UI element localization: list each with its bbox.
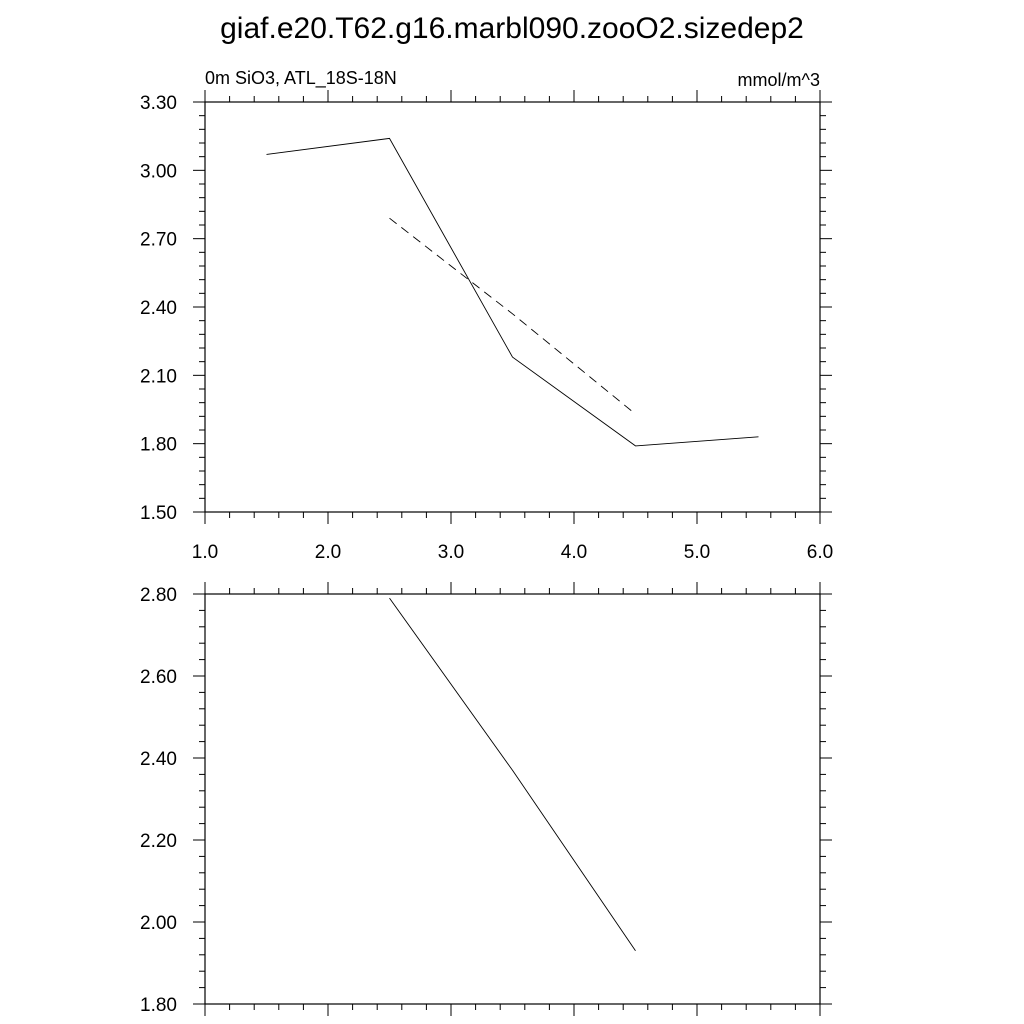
top-panel-x-tick-label: 1.0: [192, 542, 218, 563]
top-panel-y-tick-label: 2.40: [140, 298, 177, 319]
top-panel: 0m SiO3, ATL_18S-18N mmol/m^3 1.0 2.0 3.0 4…: [140, 68, 833, 563]
top-panel-y-tick-label: 2.70: [140, 230, 177, 251]
top-panel-y-tick-label: 2.10: [140, 366, 177, 387]
bottom-panel-frame: [204, 593, 821, 1005]
bottom-panel-y-tick-label: 2.00: [140, 913, 177, 934]
bottom-panel-series: [389, 597, 636, 951]
top-panel-y-tick-label: 1.80: [140, 435, 177, 456]
bottom-panel-y-tick-label: 2.80: [140, 585, 177, 606]
top-panel-x-tick-label: 5.0: [684, 542, 710, 563]
bottom-panel-y-tick-label: 1.80: [140, 995, 177, 1016]
top-panel-subtitle-left: 0m SiO3, ATL_18S-18N: [205, 68, 397, 89]
top-panel-x-tick-label: 2.0: [315, 542, 341, 563]
top-panel-x-tick-label: 4.0: [561, 542, 587, 563]
top-panel-frame: [204, 101, 821, 513]
top-panel-y-tick-label: 3.30: [140, 93, 177, 114]
top-panel-series-line-dashed: [389, 217, 636, 415]
bottom-panel-y-tick-label: 2.20: [140, 831, 177, 852]
top-panel-x-tick-label: 3.0: [438, 542, 464, 563]
top-panel-x-tick-label: 6.0: [807, 542, 833, 563]
bottom-panel-y-tick-label: 2.60: [140, 667, 177, 688]
top-panel-ticks: 1.0 2.0 3.0 4.0 5.0 6.0 1.50 1.80 2.10 2.40 2.70 3.…: [140, 90, 833, 563]
top-panel-y-tick-label: 3.00: [140, 161, 177, 182]
top-panel-series-line-solid: [266, 137, 759, 447]
top-panel-y-tick-label: 1.50: [140, 503, 177, 524]
bottom-panel-ticks: 1.80 2.00 2.20 2.40 2.60 2.80: [140, 582, 832, 1016]
top-panel-subtitle-right: mmol/m^3: [738, 70, 820, 90]
bottom-panel-series-line-solid: [389, 597, 636, 951]
figure-title: giaf.e20.T62.g16.marbl090.zooO2.sizedep2: [220, 12, 804, 45]
bottom-panel: 1.80 2.00 2.20 2.40 2.60 2.80: [140, 582, 832, 1016]
bottom-panel-y-tick-label: 2.40: [140, 749, 177, 770]
top-panel-series: [266, 137, 759, 447]
